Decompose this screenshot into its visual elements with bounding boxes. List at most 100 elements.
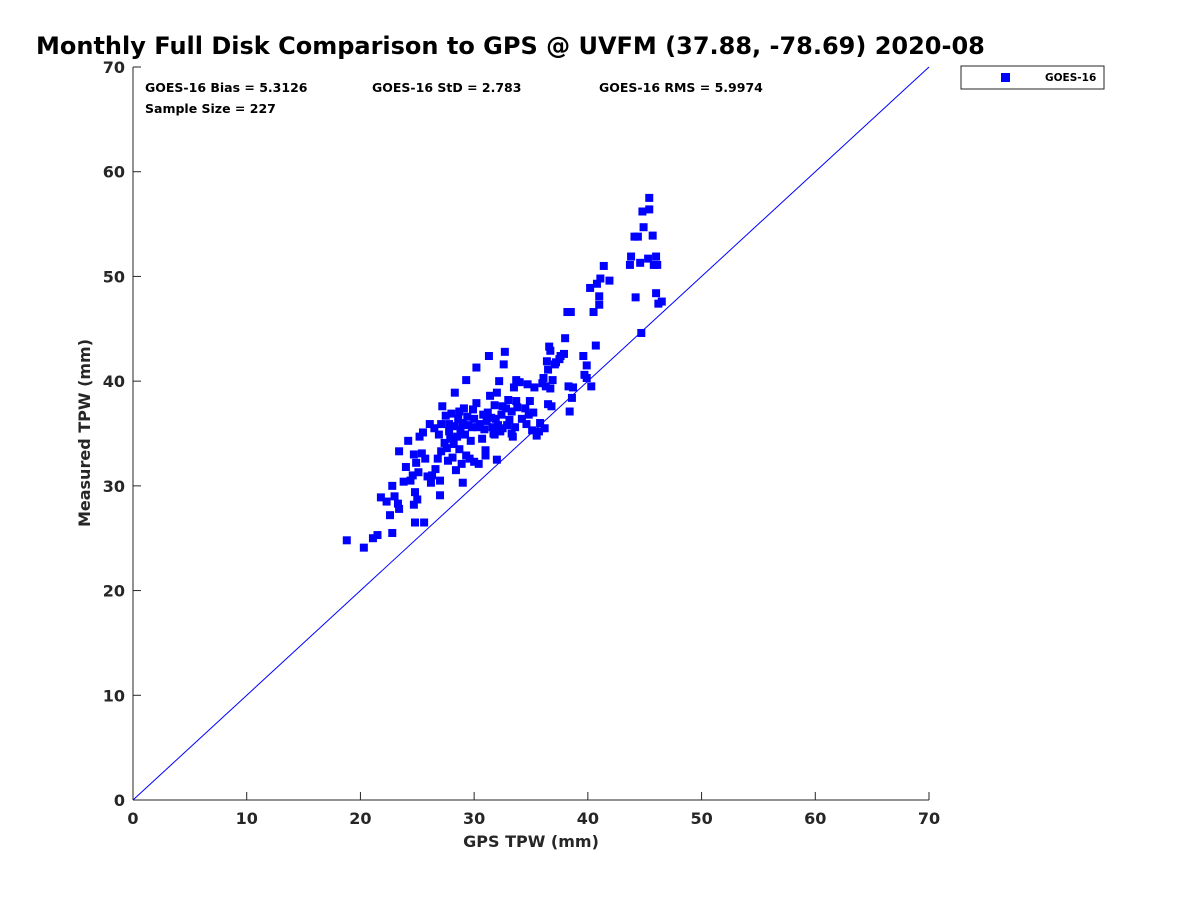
data-point [540,424,549,433]
data-point [548,376,557,385]
data-point [491,414,500,423]
legend-box [960,65,1105,90]
data-point [653,260,662,269]
data-point [484,352,493,361]
data-point [547,402,556,411]
data-point [487,413,496,422]
data-point [457,459,466,468]
data-point [652,289,661,298]
data-point [443,456,452,465]
x-tick-label: 10 [236,809,258,828]
stat-std: GOES-16 StD = 2.783 [372,80,521,95]
stat-rms: GOES-16 RMS = 5.9974 [599,80,763,95]
data-point [499,360,508,369]
data-point [455,407,464,416]
data-point [474,459,483,468]
x-tick-label: 20 [349,809,371,828]
data-point [415,432,424,441]
data-point [388,481,397,490]
data-point [385,511,394,520]
data-point [454,414,463,423]
data-point [534,427,543,436]
x-tick-label: 60 [804,809,826,828]
data-point [528,426,537,435]
data-point [455,445,464,454]
data-point [417,449,426,458]
data-point [567,393,576,402]
data-point [500,347,509,356]
data-point [545,342,554,351]
data-point [511,423,520,432]
data-point [406,476,415,485]
x-tick-label: 50 [690,809,712,828]
data-point [645,205,654,214]
data-point [483,408,492,417]
data-point [480,425,489,434]
y-axis-label: Measured TPW (mm) [75,339,94,527]
data-point [582,361,591,370]
data-point [436,476,445,485]
data-point [569,383,578,392]
data-point [490,401,499,410]
data-point [481,446,490,455]
data-point [639,223,648,232]
data-point [541,382,550,391]
data-point [501,404,510,413]
y-tick-label: 0 [114,791,125,810]
data-point [382,497,391,506]
data-point [546,384,555,393]
data-point [652,252,661,261]
chart-title: Monthly Full Disk Comparison to GPS @ UV… [36,32,985,60]
data-point [508,432,517,441]
data-point [517,414,526,423]
data-point [482,416,491,425]
data-point [638,207,647,216]
data-point [599,261,608,270]
data-point [644,254,653,263]
data-point [421,454,430,463]
data-point [589,308,598,317]
data-point [561,334,570,343]
data-point [627,252,636,261]
data-point [442,444,451,453]
data-point [595,300,604,309]
y-tick-label: 30 [103,477,125,496]
data-point [524,410,533,419]
data-point [625,260,634,269]
data-point [544,365,553,374]
data-point [450,388,459,397]
data-point [368,534,377,543]
data-point [430,424,439,433]
data-point [596,274,605,283]
data-point [523,380,532,389]
data-point [373,531,382,540]
data-point [395,504,404,513]
data-point [461,430,470,439]
data-point [436,491,445,500]
data-point [428,471,437,480]
data-point [579,352,588,361]
data-point [433,454,442,463]
data-point [451,466,460,475]
data-point [470,414,479,423]
data-point [408,471,417,480]
data-point [605,276,614,285]
data-point [472,399,481,408]
data-point [453,432,462,441]
data-point [633,232,642,241]
y-tick-label: 10 [103,686,125,705]
data-point [503,421,512,430]
data-point [536,419,545,428]
data-point [512,397,521,406]
data-point [359,543,368,552]
data-point [521,404,530,413]
data-point [497,410,506,419]
data-point [423,472,432,481]
data-point [413,495,422,504]
data-point [513,403,522,412]
data-point [465,454,474,463]
data-point [401,463,410,472]
data-point [507,407,516,416]
data-point [448,453,457,462]
